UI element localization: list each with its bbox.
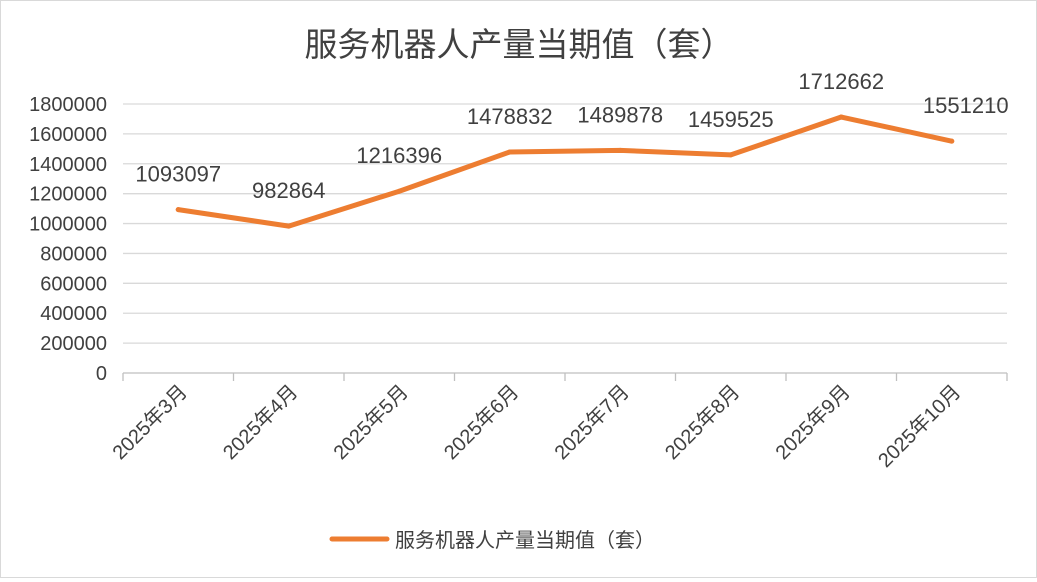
y-tick-label: 200000 bbox=[40, 333, 107, 355]
y-tick-label: 1400000 bbox=[29, 154, 107, 176]
chart-title: 服务机器人产量当期值（套） bbox=[305, 25, 734, 64]
y-tick-label: 800000 bbox=[40, 243, 107, 265]
legend: 服务机器人产量当期值（套） bbox=[329, 529, 655, 552]
data-point bbox=[175, 207, 181, 213]
y-tick-label: 600000 bbox=[40, 273, 107, 295]
x-tick-label: 2025年3月 bbox=[108, 380, 192, 464]
y-tick-label: 0 bbox=[96, 363, 107, 385]
data-label: 1459525 bbox=[688, 107, 774, 132]
data-label: 1093097 bbox=[135, 162, 221, 187]
data-point bbox=[617, 147, 623, 153]
data-label: 1551210 bbox=[923, 93, 1009, 118]
data-label: 1216396 bbox=[356, 143, 442, 168]
x-tick-label: 2025年7月 bbox=[550, 380, 634, 464]
data-point bbox=[949, 138, 955, 144]
x-tick-label: 2025年10月 bbox=[874, 380, 966, 472]
x-tick-label: 2025年5月 bbox=[329, 380, 413, 464]
y-tick-label: 400000 bbox=[40, 303, 107, 325]
y-tick-label: 1600000 bbox=[29, 124, 107, 146]
y-tick-label: 1800000 bbox=[29, 94, 107, 116]
data-label: 982864 bbox=[252, 178, 325, 203]
data-point bbox=[838, 114, 844, 120]
x-tick-label: 2025年6月 bbox=[439, 380, 523, 464]
y-tick-label: 1000000 bbox=[29, 214, 107, 236]
series-line bbox=[175, 114, 955, 229]
data-point bbox=[507, 149, 513, 155]
x-tick-label: 2025年8月 bbox=[660, 380, 744, 464]
data-label: 1478832 bbox=[467, 104, 553, 129]
legend-label: 服务机器人产量当期值（套） bbox=[395, 529, 655, 552]
data-point bbox=[396, 188, 402, 194]
data-label: 1712662 bbox=[798, 69, 884, 94]
data-label: 1489878 bbox=[577, 102, 663, 127]
data-point bbox=[286, 223, 292, 229]
data-point bbox=[728, 152, 734, 158]
y-tick-label: 1200000 bbox=[29, 184, 107, 206]
x-tick-label: 2025年4月 bbox=[218, 380, 302, 464]
x-tick-label: 2025年9月 bbox=[771, 380, 855, 464]
